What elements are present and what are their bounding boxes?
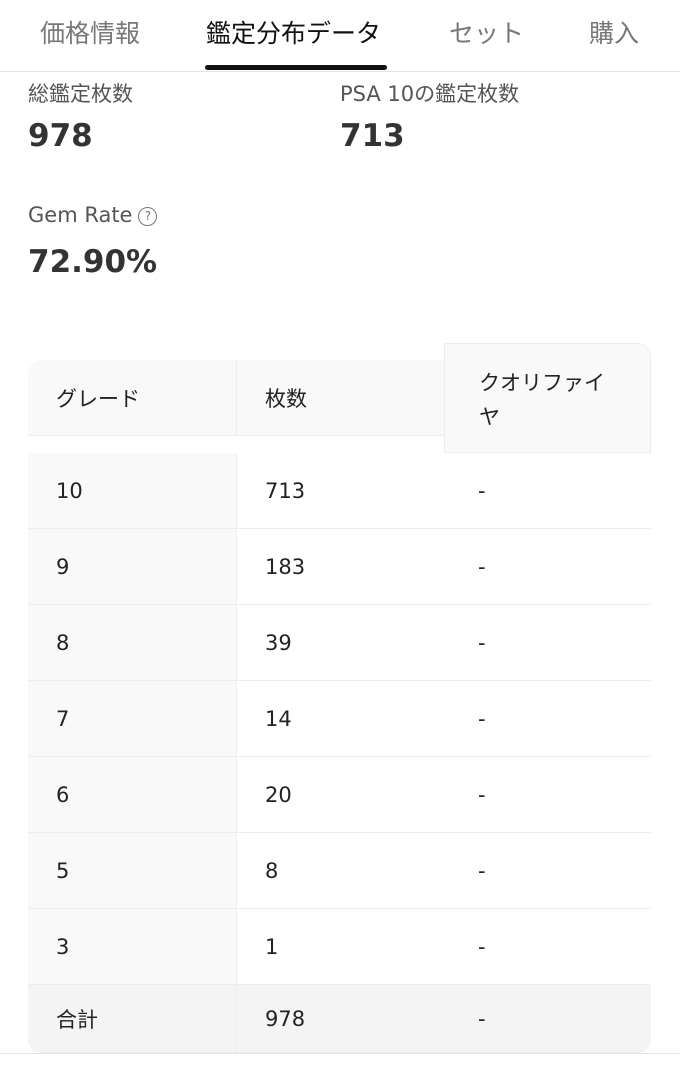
gem-rate-label: Gem Rate? bbox=[28, 203, 158, 227]
tab-set[interactable]: セット bbox=[449, 19, 525, 48]
row-count-cell: 713 bbox=[236, 453, 444, 529]
row-grade-cell: 9 bbox=[28, 529, 236, 605]
row-qualifier-cell: - bbox=[444, 529, 651, 605]
row-count-cell: 39 bbox=[236, 605, 444, 681]
row-grade-cell: 3 bbox=[28, 909, 236, 985]
grade-distribution-table: グレード 枚数 クオリファイヤ 10 713-9 183-8 39-7 14-6 20-5… bbox=[28, 343, 651, 1054]
divider bbox=[0, 1053, 680, 1054]
row-count-cell: 183 bbox=[236, 529, 444, 605]
total-grade-cell: 合計 bbox=[28, 985, 236, 1053]
row-count-cell: 1 bbox=[236, 909, 444, 985]
row-grade-cell: 5 bbox=[28, 833, 236, 909]
row-count-cell: 14 bbox=[236, 681, 444, 757]
row-qualifier-cell: - bbox=[444, 833, 651, 909]
header-qualifier: クオリファイヤ bbox=[444, 343, 651, 453]
psa10-count-value: 713 bbox=[340, 118, 405, 154]
tab-purchase[interactable]: 購入 bbox=[589, 19, 640, 48]
total-count-cell: 978 bbox=[236, 985, 444, 1053]
row-count-cell: 8 bbox=[236, 833, 444, 909]
active-tab-indicator bbox=[205, 65, 387, 70]
row-qualifier-cell: - bbox=[444, 681, 651, 757]
total-graded-value: 978 bbox=[28, 118, 93, 154]
psa10-count-label: PSA 10の鑑定枚数 bbox=[340, 82, 520, 106]
row-grade-cell: 10 bbox=[28, 453, 236, 529]
row-grade-cell: 7 bbox=[28, 681, 236, 757]
header-count: 枚数 bbox=[236, 360, 444, 436]
tab-bar: 価格情報 鑑定分布データ セット 購入 bbox=[0, 0, 680, 72]
gem-rate-value: 72.90% bbox=[28, 244, 158, 280]
total-graded-label: 総鑑定枚数 bbox=[28, 82, 133, 106]
header-grade: グレード bbox=[28, 360, 236, 436]
total-qualifier-cell: - bbox=[444, 985, 651, 1053]
row-count-cell: 20 bbox=[236, 757, 444, 833]
row-grade-cell: 8 bbox=[28, 605, 236, 681]
row-qualifier-cell: - bbox=[444, 909, 651, 985]
gem-rate-label-text: Gem Rate bbox=[28, 203, 133, 227]
tab-price-info[interactable]: 価格情報 bbox=[40, 19, 141, 48]
row-qualifier-cell: - bbox=[444, 757, 651, 833]
tab-grading-distribution[interactable]: 鑑定分布データ bbox=[206, 19, 382, 48]
row-grade-cell: 6 bbox=[28, 757, 236, 833]
row-qualifier-cell: - bbox=[444, 453, 651, 529]
row-qualifier-cell: - bbox=[444, 605, 651, 681]
help-icon[interactable]: ? bbox=[138, 207, 158, 226]
